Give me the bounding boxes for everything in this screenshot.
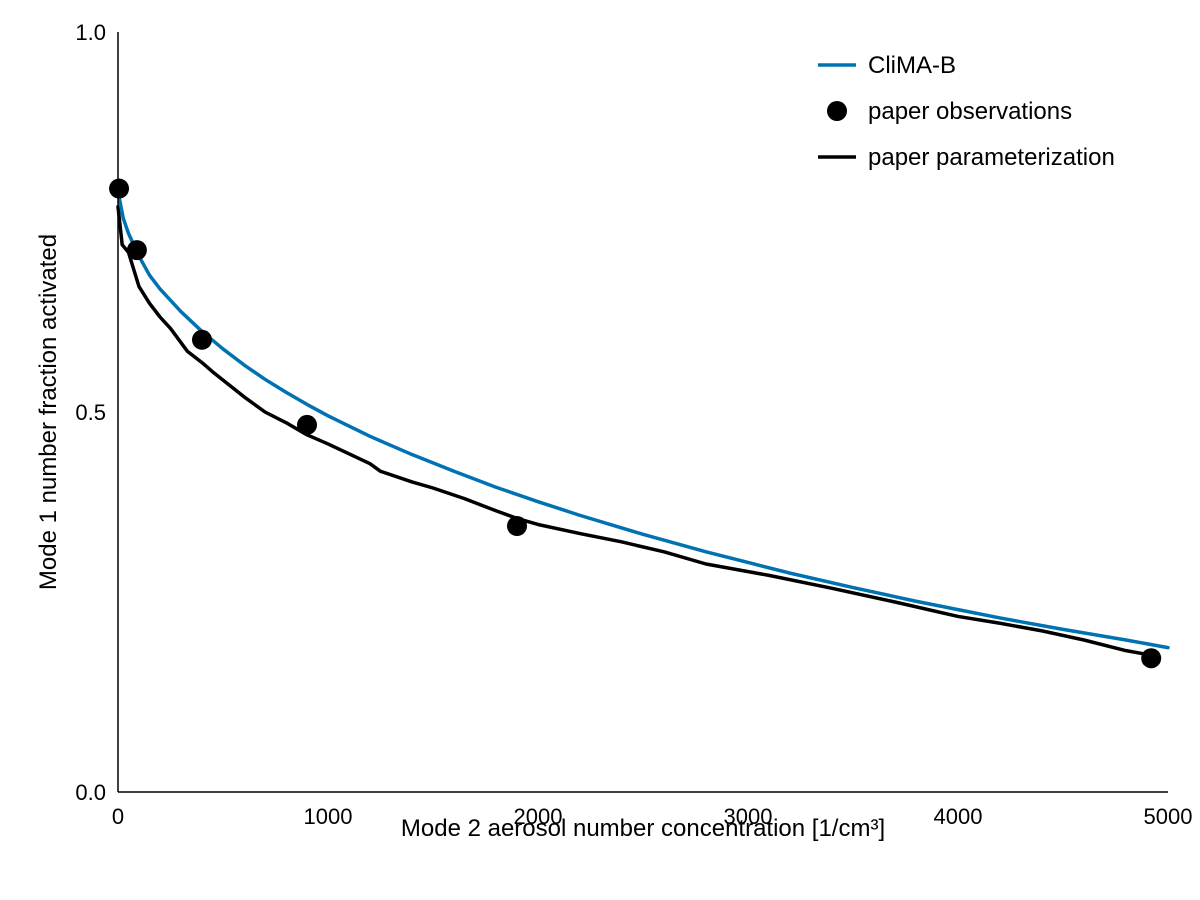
series-line-clima-b: [116, 189, 1170, 650]
legend-swatch-paper-observations: [827, 101, 847, 121]
plot-area: [109, 178, 1170, 669]
x-tick-label: 2000: [514, 804, 563, 829]
series-line-paper-parameterization: [116, 205, 1153, 657]
x-tick-label: 0: [112, 804, 124, 829]
y-axis-title: Mode 1 number fraction activated: [35, 234, 62, 590]
legend: CliMA-B paper observations paper paramet…: [818, 52, 1115, 171]
y-tick-label: 0.0: [75, 780, 106, 805]
x-tick-label: 4000: [934, 804, 983, 829]
axes: [117, 32, 1168, 793]
legend-label-paper-observations: paper observations: [868, 98, 1072, 125]
x-tick-label: 1000: [304, 804, 353, 829]
y-tick-label: 1.0: [75, 20, 106, 45]
y-tick-label: 0.5: [75, 400, 106, 425]
observation-point: [507, 516, 527, 536]
observation-point: [109, 178, 130, 199]
legend-label-clima-b: CliMA-B: [868, 52, 956, 79]
observation-point: [297, 414, 317, 435]
x-tick-label: 3000: [724, 804, 773, 829]
x-axis-title: Mode 2 aerosol number concentration [1/c…: [401, 815, 885, 842]
tick-labels: 0 1000 2000 3000 4000 5000 0.0 0.5 1.0: [75, 20, 1192, 829]
x-tick-label: 5000: [1144, 804, 1193, 829]
observation-point: [126, 240, 147, 261]
observation-point: [1141, 648, 1162, 669]
legend-label-paper-parameterization: paper parameterization: [868, 144, 1115, 171]
observation-point: [192, 329, 212, 350]
